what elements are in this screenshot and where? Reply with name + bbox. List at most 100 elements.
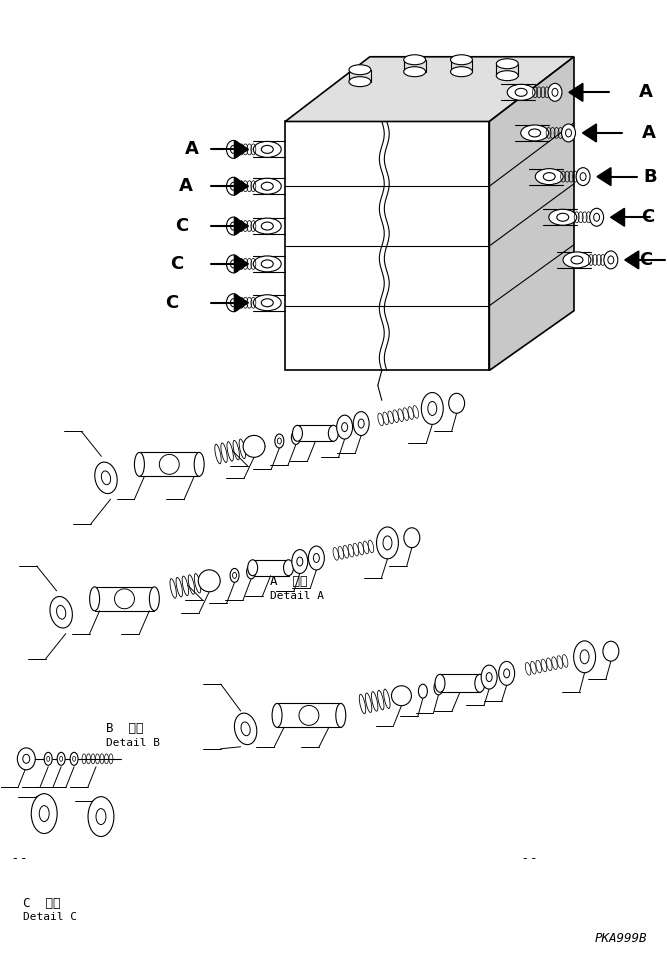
Ellipse shape — [243, 435, 265, 457]
Ellipse shape — [261, 222, 273, 230]
Polygon shape — [234, 217, 248, 235]
Ellipse shape — [247, 560, 257, 576]
Ellipse shape — [449, 393, 465, 413]
Ellipse shape — [383, 536, 392, 550]
Text: Detail C: Detail C — [23, 912, 77, 923]
Ellipse shape — [227, 294, 240, 312]
Ellipse shape — [247, 565, 255, 579]
Polygon shape — [490, 56, 574, 370]
Text: - -: - - — [13, 852, 26, 865]
Ellipse shape — [337, 415, 353, 439]
Polygon shape — [569, 83, 583, 101]
Ellipse shape — [349, 65, 371, 75]
Ellipse shape — [549, 210, 577, 225]
Ellipse shape — [227, 217, 240, 235]
Polygon shape — [234, 177, 248, 195]
Ellipse shape — [159, 455, 179, 475]
Ellipse shape — [227, 255, 240, 273]
Ellipse shape — [230, 568, 239, 583]
Ellipse shape — [576, 167, 590, 186]
Ellipse shape — [261, 299, 273, 306]
Ellipse shape — [275, 434, 284, 448]
Ellipse shape — [253, 142, 281, 157]
Text: - -: - - — [523, 852, 536, 865]
Ellipse shape — [481, 665, 497, 689]
Text: Detail A: Detail A — [270, 590, 324, 600]
Ellipse shape — [89, 587, 99, 611]
Polygon shape — [234, 255, 248, 273]
Text: C: C — [639, 251, 652, 269]
Ellipse shape — [496, 71, 518, 80]
Ellipse shape — [543, 172, 555, 181]
Ellipse shape — [604, 251, 618, 269]
Ellipse shape — [349, 77, 371, 87]
Ellipse shape — [261, 260, 273, 268]
Ellipse shape — [283, 560, 293, 576]
Ellipse shape — [308, 546, 324, 570]
Ellipse shape — [115, 589, 135, 609]
Ellipse shape — [292, 549, 307, 573]
Ellipse shape — [475, 675, 485, 692]
Ellipse shape — [563, 252, 591, 268]
Text: B  詳細: B 詳細 — [106, 723, 143, 735]
Polygon shape — [234, 141, 248, 158]
Ellipse shape — [450, 67, 472, 77]
Ellipse shape — [227, 141, 240, 158]
Ellipse shape — [434, 680, 443, 695]
Ellipse shape — [241, 722, 250, 736]
Ellipse shape — [194, 453, 204, 477]
Ellipse shape — [44, 752, 52, 766]
Ellipse shape — [261, 145, 273, 153]
Text: A: A — [639, 83, 652, 101]
Polygon shape — [285, 122, 490, 370]
Ellipse shape — [261, 182, 273, 190]
Text: C: C — [641, 209, 654, 226]
Ellipse shape — [499, 661, 515, 685]
Ellipse shape — [57, 752, 65, 766]
Polygon shape — [625, 251, 639, 269]
Ellipse shape — [354, 412, 369, 435]
Ellipse shape — [580, 650, 589, 664]
Ellipse shape — [562, 124, 576, 142]
Ellipse shape — [198, 569, 220, 591]
Ellipse shape — [253, 295, 281, 311]
Ellipse shape — [70, 752, 78, 766]
Ellipse shape — [101, 471, 111, 484]
Text: C: C — [170, 255, 183, 273]
Ellipse shape — [293, 425, 302, 441]
Ellipse shape — [234, 713, 257, 745]
Ellipse shape — [95, 462, 117, 494]
Text: A  詳細: A 詳細 — [270, 575, 307, 588]
Text: Detail B: Detail B — [106, 738, 160, 747]
Text: A: A — [642, 124, 656, 142]
Ellipse shape — [336, 703, 346, 727]
Text: A: A — [185, 141, 199, 158]
Ellipse shape — [135, 453, 144, 477]
Ellipse shape — [149, 587, 159, 611]
Ellipse shape — [590, 209, 604, 226]
Ellipse shape — [50, 596, 73, 628]
Ellipse shape — [328, 425, 338, 441]
Text: C  詳細: C 詳細 — [23, 897, 61, 910]
Ellipse shape — [17, 747, 35, 769]
Ellipse shape — [435, 675, 445, 692]
Ellipse shape — [571, 256, 583, 264]
Polygon shape — [285, 56, 574, 122]
Ellipse shape — [88, 796, 114, 836]
Ellipse shape — [227, 177, 240, 195]
Ellipse shape — [574, 641, 596, 673]
Polygon shape — [610, 209, 624, 226]
Ellipse shape — [450, 55, 472, 65]
Ellipse shape — [536, 168, 563, 185]
Ellipse shape — [529, 129, 541, 137]
Polygon shape — [597, 167, 611, 186]
Ellipse shape — [548, 83, 562, 101]
Ellipse shape — [253, 256, 281, 272]
Ellipse shape — [404, 527, 420, 547]
Ellipse shape — [392, 686, 412, 705]
Ellipse shape — [507, 84, 535, 100]
Polygon shape — [582, 124, 596, 142]
Ellipse shape — [515, 88, 527, 97]
Ellipse shape — [422, 392, 444, 424]
Ellipse shape — [428, 402, 437, 415]
